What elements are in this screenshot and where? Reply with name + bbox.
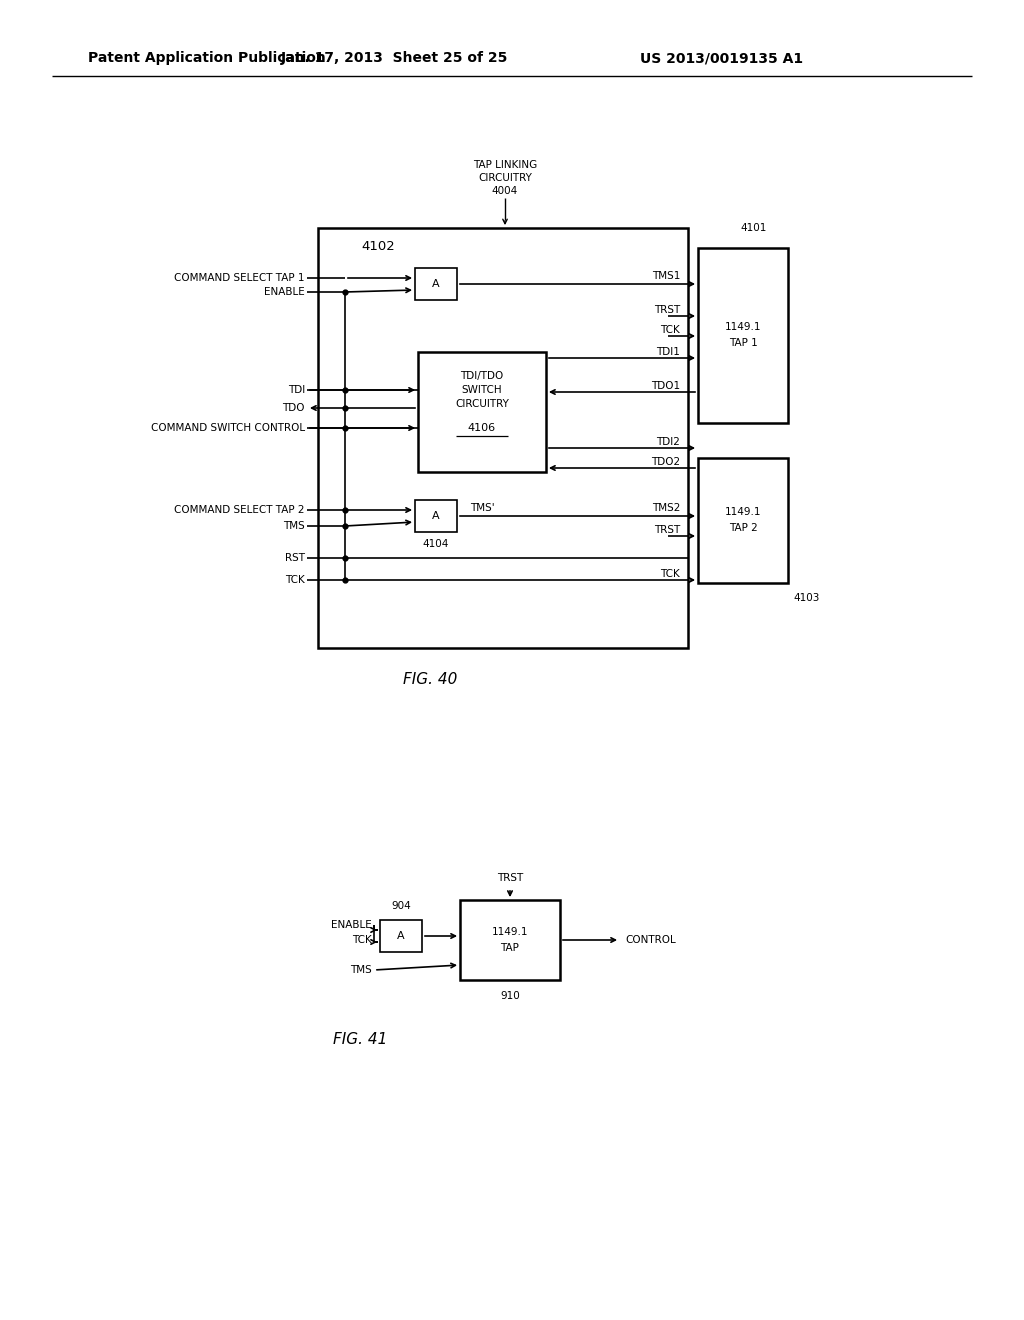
Bar: [460, 900, 560, 979]
Text: TMS: TMS: [284, 521, 305, 531]
Text: FIG. 40: FIG. 40: [402, 672, 457, 688]
Text: 4102: 4102: [361, 239, 395, 252]
Text: TAP LINKING: TAP LINKING: [473, 160, 538, 170]
Bar: [415, 500, 457, 532]
Text: COMMAND SWITCH CONTROL: COMMAND SWITCH CONTROL: [151, 422, 305, 433]
Text: TAP 1: TAP 1: [729, 338, 758, 348]
Bar: [698, 458, 788, 583]
Text: 4004: 4004: [492, 186, 518, 195]
Text: TCK: TCK: [660, 325, 680, 335]
Text: 4103: 4103: [793, 593, 819, 603]
Text: TAP 2: TAP 2: [729, 523, 758, 533]
Text: TDI: TDI: [288, 385, 305, 395]
Text: 4104: 4104: [423, 539, 450, 549]
Text: TDI/TDO: TDI/TDO: [461, 371, 504, 381]
Text: Patent Application Publication: Patent Application Publication: [88, 51, 326, 65]
Text: TRST: TRST: [653, 305, 680, 315]
Text: TDI1: TDI1: [656, 347, 680, 356]
Text: CONTROL: CONTROL: [625, 935, 676, 945]
Bar: [418, 352, 546, 473]
Bar: [318, 228, 688, 648]
Bar: [380, 920, 422, 952]
Text: TDO2: TDO2: [651, 457, 680, 467]
Text: ENABLE: ENABLE: [331, 920, 372, 931]
Text: TAP: TAP: [501, 942, 519, 953]
Text: COMMAND SELECT TAP 2: COMMAND SELECT TAP 2: [174, 506, 305, 515]
Text: TDI2: TDI2: [656, 437, 680, 447]
Text: TRST: TRST: [497, 873, 523, 883]
Text: 4106: 4106: [468, 422, 496, 433]
Text: TRST: TRST: [653, 525, 680, 535]
Text: 1149.1: 1149.1: [492, 927, 528, 937]
Text: 4101: 4101: [740, 223, 766, 234]
Text: A: A: [432, 279, 440, 289]
Text: TDO: TDO: [283, 403, 305, 413]
Text: TDO1: TDO1: [651, 381, 680, 391]
Text: TCK: TCK: [286, 576, 305, 585]
Text: 910: 910: [500, 991, 520, 1001]
Text: 904: 904: [391, 902, 411, 911]
Text: RST: RST: [285, 553, 305, 564]
Text: SWITCH: SWITCH: [462, 385, 503, 395]
Text: US 2013/0019135 A1: US 2013/0019135 A1: [640, 51, 803, 65]
Bar: [415, 268, 457, 300]
Text: 1149.1: 1149.1: [725, 322, 761, 333]
Text: ENABLE: ENABLE: [264, 286, 305, 297]
Text: TMS': TMS': [470, 503, 495, 513]
Text: COMMAND SELECT TAP 1: COMMAND SELECT TAP 1: [174, 273, 305, 282]
Text: Jan. 17, 2013  Sheet 25 of 25: Jan. 17, 2013 Sheet 25 of 25: [282, 51, 509, 65]
Text: A: A: [432, 511, 440, 521]
Text: A: A: [397, 931, 404, 941]
Text: 1149.1: 1149.1: [725, 507, 761, 517]
Text: TMS: TMS: [350, 965, 372, 975]
Text: TMS1: TMS1: [651, 271, 680, 281]
Text: TCK: TCK: [660, 569, 680, 579]
Text: CIRCUITRY: CIRCUITRY: [455, 399, 509, 409]
Bar: [698, 248, 788, 422]
Text: FIG. 41: FIG. 41: [333, 1032, 387, 1048]
Text: TMS2: TMS2: [651, 503, 680, 513]
Text: CIRCUITRY: CIRCUITRY: [478, 173, 531, 183]
Text: TCK: TCK: [352, 935, 372, 945]
